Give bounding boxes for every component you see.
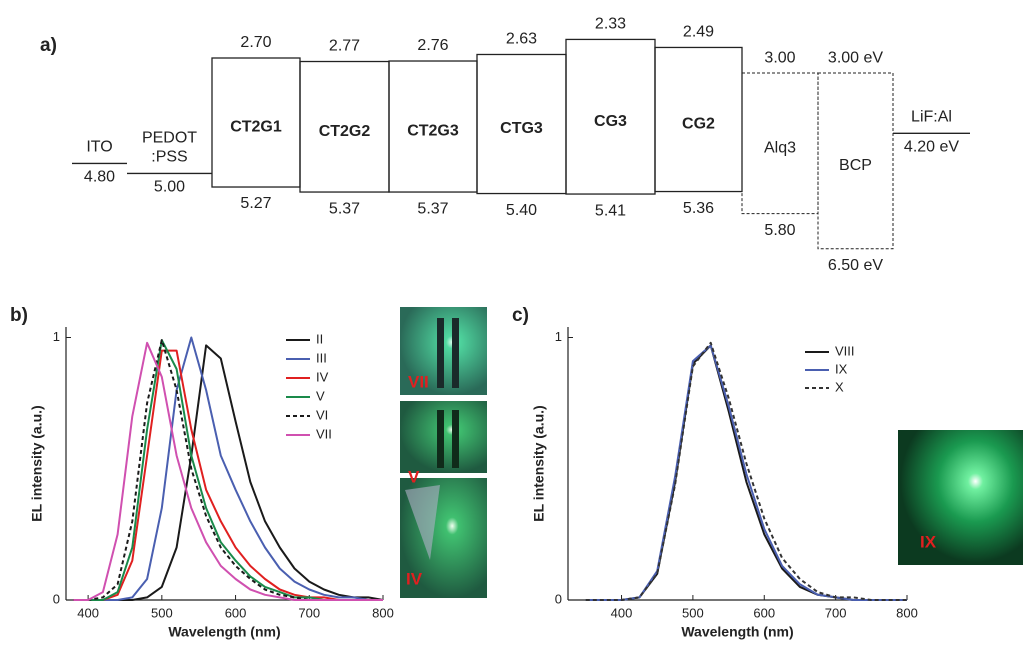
layer-name: Alq3 — [764, 140, 796, 157]
layer-name: BCP — [839, 157, 872, 174]
lumo-label: 2.77 — [329, 38, 360, 55]
series-line — [73, 339, 383, 601]
photo-label: V — [408, 467, 420, 486]
lumo-label: 3.00 — [764, 49, 795, 66]
x-tick-label: 500 — [151, 605, 173, 620]
legend-label: IX — [835, 361, 848, 376]
x-tick-label: 700 — [825, 605, 847, 620]
homo-label: 5.37 — [417, 200, 448, 217]
legend-label: III — [316, 350, 327, 365]
series-line — [73, 339, 383, 601]
legend-label: II — [316, 331, 323, 346]
panel-label: c) — [512, 305, 529, 326]
x-tick-label: 800 — [896, 605, 918, 620]
lumo-label: 2.70 — [240, 34, 271, 51]
layer-name: CG3 — [594, 113, 627, 130]
layer-name: CG2 — [682, 116, 715, 133]
x-tick-label: 800 — [372, 605, 394, 620]
y-axis-label: EL intensity (a.u.) — [29, 405, 45, 521]
photo-detail — [405, 485, 440, 560]
lumo-label: 3.00 eV — [828, 49, 883, 66]
panel-label: a) — [40, 35, 57, 56]
panel-label: b) — [10, 305, 28, 326]
photo-label: IX — [920, 532, 937, 551]
x-tick-label: 500 — [682, 605, 704, 620]
lumo-label: 2.76 — [417, 37, 448, 54]
homo-label: 5.40 — [506, 202, 537, 219]
layer-name: ITO — [86, 139, 112, 156]
homo-label: 5.41 — [595, 202, 626, 219]
legend-label: VII — [316, 426, 332, 441]
legend-label: VI — [316, 407, 328, 422]
y-tick-label: 0 — [555, 591, 562, 606]
series-line — [73, 344, 384, 601]
homo-label: 5.37 — [329, 200, 360, 217]
photo-label: IV — [406, 569, 423, 588]
level-label: 4.20 eV — [904, 139, 959, 156]
lumo-label: 2.49 — [683, 24, 714, 41]
series-line — [585, 341, 907, 601]
x-tick-label: 600 — [753, 605, 775, 620]
x-tick-label: 700 — [298, 605, 320, 620]
energy-box — [817, 72, 894, 250]
legend-label: VIII — [835, 343, 855, 358]
level-label: 4.80 — [84, 169, 115, 186]
y-tick-label: 1 — [53, 329, 60, 344]
x-tick-label: 600 — [225, 605, 247, 620]
x-tick-label: 400 — [611, 605, 633, 620]
photo-detail — [452, 410, 459, 468]
legend-label: V — [316, 388, 325, 403]
lumo-label: 2.33 — [595, 16, 626, 33]
y-tick-label: 1 — [555, 329, 562, 344]
layer-name: CT2G1 — [230, 119, 282, 136]
photo-detail — [437, 410, 444, 468]
y-axis-label: EL intensity (a.u.) — [531, 405, 547, 521]
x-axis-label: Wavelength (nm) — [168, 624, 280, 640]
y-tick-label: 0 — [53, 591, 60, 606]
series-line — [585, 344, 907, 601]
series-line — [73, 341, 383, 601]
x-axis-label: Wavelength (nm) — [681, 624, 793, 640]
x-tick-label: 400 — [77, 605, 99, 620]
layer-name: CT2G2 — [319, 123, 371, 140]
legend-label: X — [835, 379, 844, 394]
lumo-label: 2.63 — [506, 31, 537, 48]
level-label: 5.00 — [154, 179, 185, 196]
photo-detail — [437, 318, 444, 388]
homo-label: 5.27 — [240, 195, 271, 212]
series-line — [73, 349, 383, 601]
homo-label: 5.36 — [683, 200, 714, 217]
layer-name: CT2G3 — [407, 123, 459, 140]
series-line — [73, 336, 383, 601]
legend-label: IV — [316, 369, 329, 384]
photos — [400, 307, 1023, 598]
photo-label: VII — [408, 372, 429, 391]
layer-name: PEDOT:PSS — [142, 130, 197, 166]
homo-label: 5.80 — [764, 222, 795, 239]
photo-detail — [452, 318, 459, 388]
homo-label: 6.50 eV — [828, 257, 883, 274]
layer-name: CTG3 — [500, 120, 543, 137]
device-photo — [898, 430, 1023, 565]
layer-name: LiF:Al — [911, 109, 952, 126]
